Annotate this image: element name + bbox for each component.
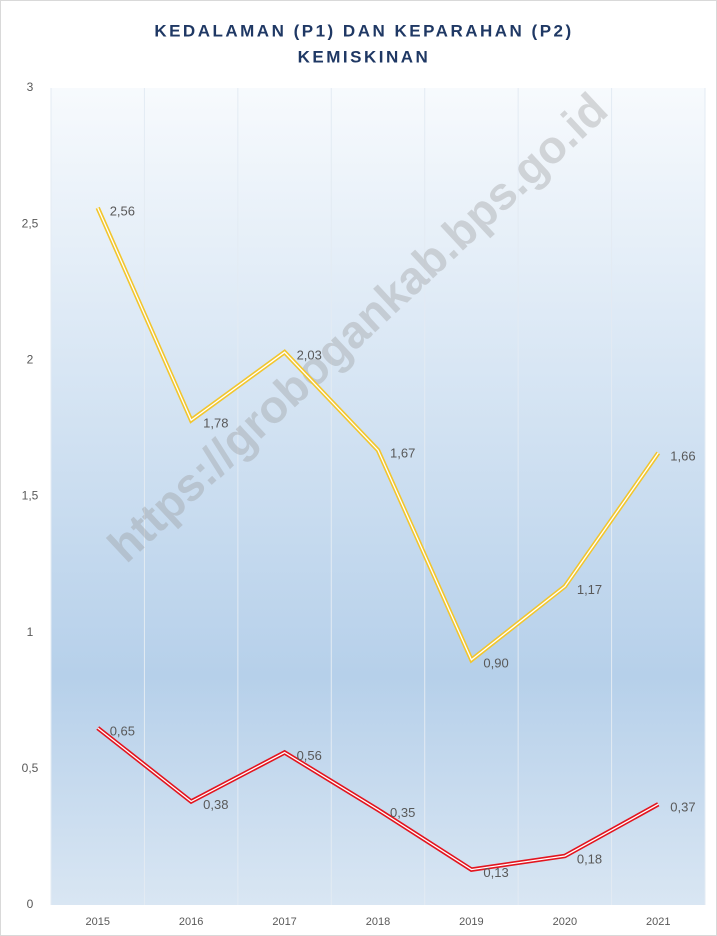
series-line-inner xyxy=(97,727,659,871)
data-label: 0,37 xyxy=(670,800,695,815)
chart-title: KEMISKINAN xyxy=(298,47,431,66)
data-label: 1,78 xyxy=(203,416,228,431)
y-tick-label: 0 xyxy=(27,897,34,911)
y-tick-label: 3 xyxy=(27,80,34,94)
y-tick-label: 2,5 xyxy=(22,216,39,230)
data-label: 2,56 xyxy=(110,203,135,218)
data-label: 0,65 xyxy=(110,723,135,738)
chart-title: KEDALAMAN (P1) DAN KEPARAHAN (P2) xyxy=(154,21,573,40)
data-label: 0,90 xyxy=(483,655,508,670)
data-label: 1,66 xyxy=(670,448,695,463)
y-tick-label: 1 xyxy=(27,625,34,639)
y-tick-label: 0,5 xyxy=(22,761,39,775)
x-tick-label: 2020 xyxy=(553,916,577,928)
series-line-inner xyxy=(97,207,659,661)
x-tick-label: 2015 xyxy=(85,916,109,928)
plot-area xyxy=(51,88,705,905)
x-tick-label: 2018 xyxy=(366,916,390,928)
x-tick-label: 2017 xyxy=(272,916,296,928)
data-label: 0,35 xyxy=(390,805,415,820)
data-label: 1,67 xyxy=(390,446,415,461)
data-label: 0,18 xyxy=(577,851,602,866)
data-label: 0,38 xyxy=(203,797,228,812)
x-tick-label: 2021 xyxy=(646,916,670,928)
data-label: 2,03 xyxy=(297,348,322,363)
y-tick-label: 2 xyxy=(27,353,34,367)
data-label: 0,56 xyxy=(297,748,322,763)
y-tick-label: 1,5 xyxy=(22,489,39,503)
data-label: 1,17 xyxy=(577,582,602,597)
x-tick-label: 2016 xyxy=(179,916,203,928)
data-label: 0,13 xyxy=(483,865,508,880)
x-tick-label: 2019 xyxy=(459,916,483,928)
